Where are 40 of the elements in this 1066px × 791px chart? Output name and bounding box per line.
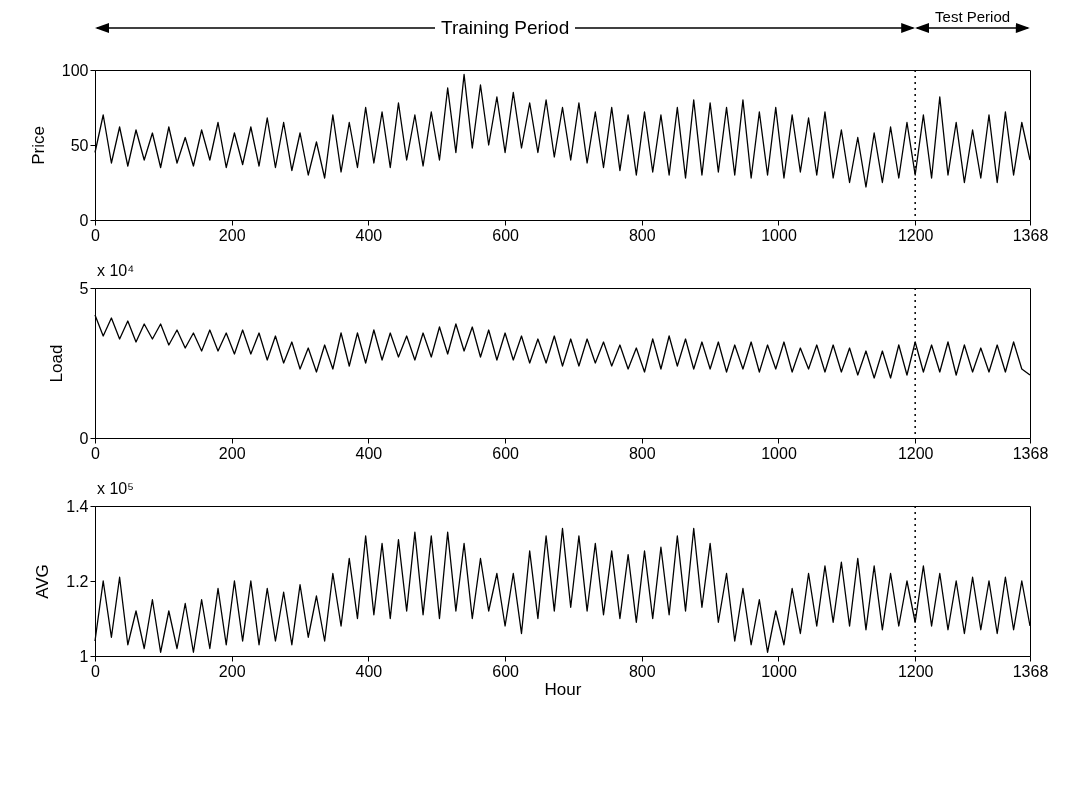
x-tick-label: 1000 bbox=[761, 444, 797, 462]
x-tick-label: 800 bbox=[628, 444, 656, 462]
y-tick-label: 5 bbox=[79, 279, 89, 297]
y-tick-label: 0 bbox=[79, 429, 89, 447]
y-axis-title: AVG bbox=[33, 564, 53, 599]
x-tick-label: 1200 bbox=[897, 226, 934, 244]
y-tick-label: 1.4 bbox=[66, 497, 89, 515]
x-tick-label: 600 bbox=[492, 226, 520, 244]
x-tick-label: 1368 bbox=[1012, 662, 1049, 680]
x-tick-label: 0 bbox=[91, 226, 101, 244]
x-tick-label: 0 bbox=[91, 444, 101, 462]
x-tick-label: 400 bbox=[355, 444, 383, 462]
x-tick-label: 1200 bbox=[897, 444, 934, 462]
x-tick-label: 1200 bbox=[897, 662, 934, 680]
y-axis-title: Load bbox=[46, 344, 66, 383]
x-tick-label: 600 bbox=[492, 662, 520, 680]
text: x 10⁵ bbox=[97, 480, 134, 498]
x-tick-label: 200 bbox=[218, 226, 246, 244]
text: x 10⁴ bbox=[97, 262, 135, 280]
x-tick-label: 800 bbox=[628, 662, 656, 680]
y-axis-title: Price bbox=[28, 126, 48, 165]
x-tick-label: 1368 bbox=[1012, 444, 1049, 462]
y-tick-label: 0 bbox=[79, 211, 89, 229]
text: Test Period bbox=[929, 8, 1017, 25]
x-axis-title: Hour bbox=[544, 679, 582, 699]
x-tick-label: 400 bbox=[355, 662, 383, 680]
x-tick-label: 600 bbox=[492, 444, 520, 462]
y-tick-label: 1 bbox=[79, 647, 89, 665]
x-tick-label: 200 bbox=[218, 444, 246, 462]
x-tick-label: 1000 bbox=[761, 662, 797, 680]
y-tick-label: 100 bbox=[61, 61, 89, 79]
x-tick-label: 200 bbox=[218, 662, 246, 680]
y-tick-label: 50 bbox=[70, 136, 89, 154]
text: Training Period bbox=[435, 17, 576, 39]
x-tick-label: 800 bbox=[628, 226, 656, 244]
x-tick-label: 0 bbox=[91, 662, 101, 680]
x-tick-label: 1000 bbox=[761, 226, 797, 244]
x-tick-label: 400 bbox=[355, 226, 383, 244]
y-tick-label: 1.2 bbox=[66, 572, 89, 590]
x-tick-label: 1368 bbox=[1012, 226, 1049, 244]
